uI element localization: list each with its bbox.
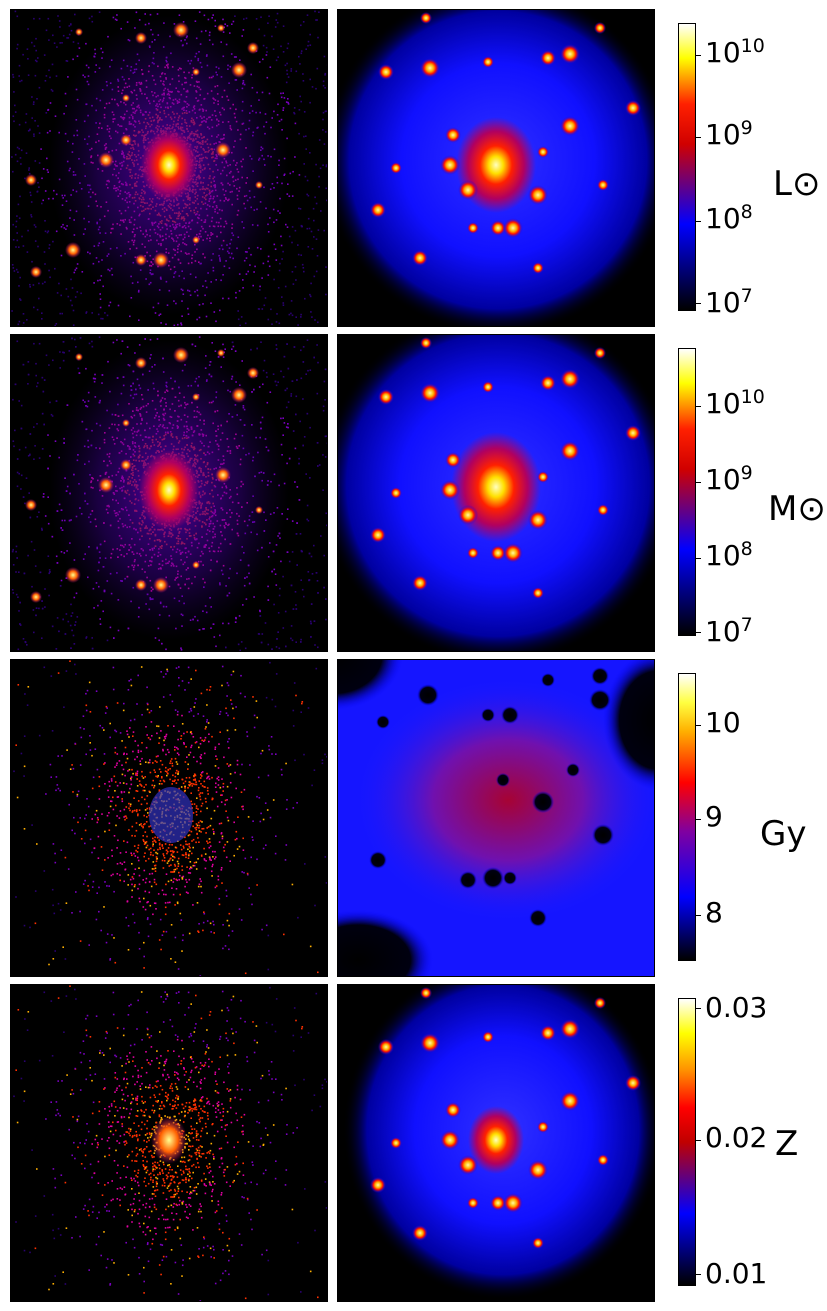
particle-map-luminosity-image (11, 10, 327, 326)
colorbar-tick-label: 109 (705, 117, 753, 151)
particle-map-mass (10, 334, 328, 652)
colorbar-metallicity (678, 998, 696, 1286)
colorbar-tick-label: 1010 (705, 386, 765, 420)
colorbar-tick-label: 107 (705, 285, 753, 319)
colorbar-tick-label: 107 (705, 614, 753, 648)
smoothed-map-luminosity (337, 9, 655, 327)
colorbar-unit-label: Z (775, 1124, 799, 1164)
colorbar-tick-label: 0.03 (705, 991, 768, 1024)
particle-map-luminosity (10, 9, 328, 327)
colorbar-tick-label: 108 (705, 538, 753, 572)
colorbar-unit-label: L⊙ (773, 164, 821, 204)
smoothed-map-luminosity-image (338, 10, 654, 326)
smoothed-map-metallicity (337, 984, 655, 1302)
colorbar-tick-label: 9 (705, 800, 723, 833)
colorbar-luminosity (678, 23, 696, 311)
colorbar-tick-label: 8 (705, 896, 723, 929)
particle-map-mass-image (11, 336, 327, 651)
particle-map-metallicity-image (13, 985, 327, 1301)
row-mass: 1010 109 108 107 M⊙ (0, 334, 827, 654)
colorbar-tick-label: 0.01 (705, 1257, 768, 1290)
smoothed-map-mass (337, 334, 655, 652)
particle-map-metallicity (10, 984, 328, 1302)
row-metallicity: 0.03 0.02 0.01 Z (0, 984, 827, 1304)
colorbar-tick-label: 108 (705, 201, 753, 235)
particle-map-age (10, 659, 328, 977)
colorbar-unit-label: M⊙ (768, 489, 826, 529)
colorbar-unit-label: Gy (760, 814, 807, 854)
smoothed-map-mass-image (338, 335, 654, 651)
colorbar-mass (678, 348, 696, 636)
colorbar-age (678, 673, 696, 961)
row-age: 10 9 8 Gy (0, 659, 827, 979)
smoothed-map-metallicity-image (338, 985, 654, 1301)
colorbar-tick-label: 109 (705, 462, 753, 496)
colorbar-tick-label: 1010 (705, 35, 765, 69)
smoothed-map-age-image (338, 660, 654, 976)
smoothed-map-age (337, 659, 655, 977)
row-luminosity: 1010 109 108 107 L⊙ (0, 9, 827, 329)
particle-map-age-image (13, 660, 327, 976)
colorbar-tick-label: 0.02 (705, 1121, 768, 1154)
colorbar-tick-label: 10 (705, 706, 741, 739)
